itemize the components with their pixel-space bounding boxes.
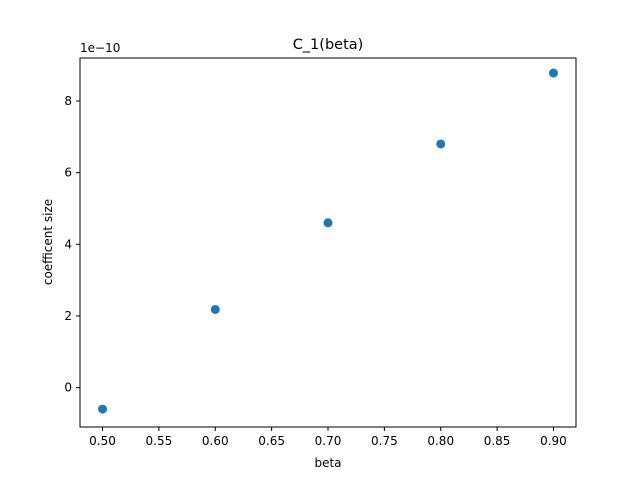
y-tick-label: 2 <box>64 309 72 323</box>
y-tick-label: 8 <box>64 94 72 108</box>
y-axis-label: coefficent size <box>41 199 55 285</box>
y-tick-label: 4 <box>64 237 72 251</box>
x-tick-label: 0.75 <box>371 434 398 448</box>
x-tick-label: 0.85 <box>484 434 511 448</box>
x-tick-label: 0.55 <box>146 434 173 448</box>
x-tick-label: 0.90 <box>540 434 567 448</box>
data-point <box>210 304 220 314</box>
x-tick-label: 0.60 <box>202 434 229 448</box>
data-point <box>436 139 446 149</box>
y-offset-label: 1e−10 <box>80 41 120 55</box>
x-tick-label: 0.70 <box>315 434 342 448</box>
data-point <box>548 68 558 78</box>
chart-title: C_1(beta) <box>293 37 364 53</box>
x-axis-label: beta <box>314 456 341 470</box>
data-point <box>323 218 333 228</box>
ticks-layer: 0.50 0.55 0.60 0.65 0.70 0.75 0.80 0.85 0.90 0 2 4 6… <box>64 94 566 448</box>
x-tick-label: 0.65 <box>258 434 285 448</box>
data-point <box>98 404 108 414</box>
points-layer <box>98 68 558 414</box>
y-tick-label: 0 <box>64 381 72 395</box>
x-tick-label: 0.50 <box>89 434 116 448</box>
x-tick-label: 0.80 <box>427 434 454 448</box>
plot-frame <box>79 57 577 428</box>
y-tick-label: 6 <box>64 166 72 180</box>
